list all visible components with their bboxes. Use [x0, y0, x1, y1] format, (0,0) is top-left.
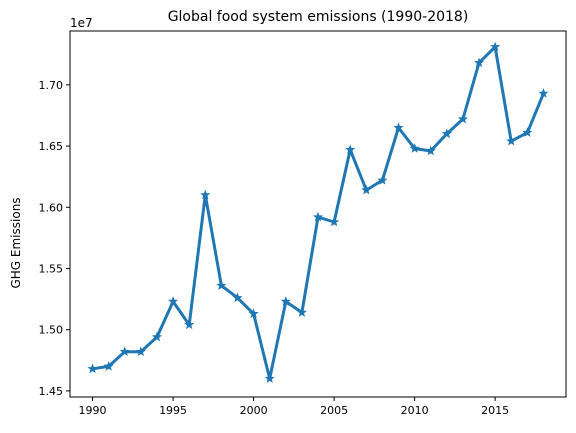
data-point-marker: [87, 363, 98, 374]
data-point-marker: [312, 211, 324, 222]
y-tick-label: 1.60: [39, 201, 64, 214]
data-point-marker: [232, 292, 243, 303]
y-tick-label: 1.65: [39, 140, 64, 153]
data-point-marker: [490, 41, 501, 52]
y-tick-label: 1.70: [39, 79, 64, 92]
data-point-marker: [522, 127, 533, 137]
data-point-marker: [538, 88, 549, 98]
x-tick-label: 2010: [401, 404, 429, 417]
data-point-marker: [425, 145, 436, 156]
data-point-marker: [151, 331, 163, 342]
data-point-marker: [441, 128, 452, 139]
x-tick-label: 1990: [79, 404, 107, 417]
data-point-marker: [329, 216, 340, 227]
data-point-marker: [200, 189, 211, 200]
chart-title: Global food system emissions (1990-2018): [168, 9, 469, 25]
x-tick-label: 2000: [240, 404, 268, 417]
data-point-marker: [248, 308, 259, 319]
data-point-marker: [168, 296, 179, 306]
data-point-marker: [184, 319, 195, 330]
data-point-marker: [457, 113, 468, 124]
data-point-marker: [216, 280, 227, 290]
data-point-marker: [393, 122, 404, 133]
y-tick-label: 1.45: [39, 385, 64, 398]
axes-frame: [69, 30, 567, 398]
data-point-marker: [280, 296, 291, 306]
x-tick-label: 2005: [320, 404, 348, 417]
data-point-marker: [135, 346, 146, 357]
data-point-marker: [409, 143, 420, 153]
data-point-marker: [264, 373, 275, 383]
y-axis-label: GHG Emissions: [9, 197, 23, 288]
data-point-marker: [377, 175, 388, 185]
data-point-marker: [119, 346, 130, 357]
x-tick-label: 1995: [159, 404, 187, 417]
y-tick-label: 1.50: [39, 324, 64, 337]
y-axis-scale-label: 1e7: [70, 16, 93, 30]
data-point-marker: [345, 144, 356, 155]
data-point-marker: [506, 135, 517, 146]
plot-area: 1990 1995 2000 2005 2010 2015 1.45 1.50 1.55 1.60…: [39, 41, 549, 417]
x-tick-label: 2015: [481, 404, 509, 417]
data-point-marker: [361, 184, 372, 195]
data-point-marker: [473, 57, 485, 68]
data-point-marker: [103, 361, 114, 371]
data-point-marker: [296, 307, 307, 317]
y-tick-label: 1.55: [39, 262, 64, 275]
